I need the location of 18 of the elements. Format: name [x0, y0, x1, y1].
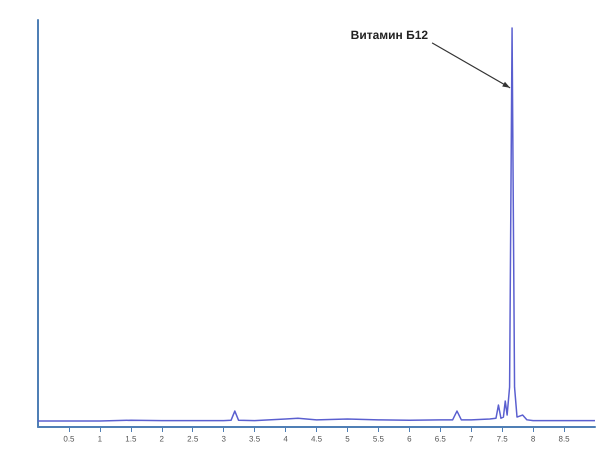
x-tick-label: 5.5: [372, 434, 384, 444]
x-tick-label: 8: [530, 434, 536, 444]
x-tick-label: 3: [221, 434, 226, 444]
x-tick-label: 1.5: [125, 434, 137, 444]
x-tick-label: 7.5: [496, 434, 508, 444]
x-tick-label: 6.5: [434, 434, 446, 444]
x-tick-label: 6: [407, 434, 412, 444]
x-tick-label: 7: [468, 434, 474, 444]
x-tick-label: 3.5: [249, 434, 261, 444]
x-tick-label: 0.5: [63, 434, 76, 444]
x-tick-label: 1: [98, 434, 103, 444]
annotation: Витамин Б12: [350, 28, 428, 42]
x-tick-label: 8.5: [558, 434, 570, 444]
x-tick-label: 2: [160, 434, 165, 444]
x-tick-label: 2.5: [187, 434, 199, 444]
x-tick-label: 4.5: [310, 434, 323, 444]
x-tick-label: 4: [283, 434, 288, 444]
x-tick-label: 5: [345, 434, 350, 444]
